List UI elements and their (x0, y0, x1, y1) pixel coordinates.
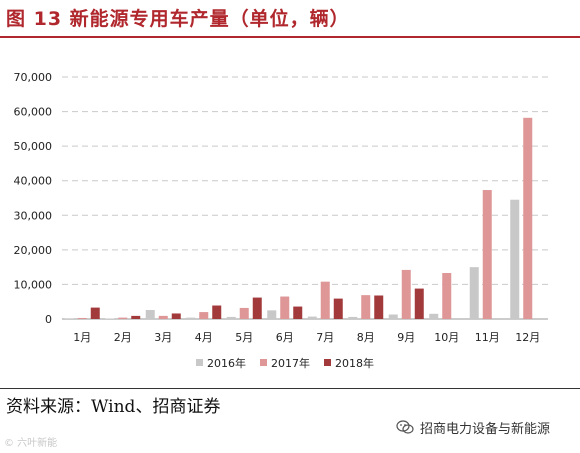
bar-2016年-12月 (510, 199, 520, 319)
bar-2016年-4月 (186, 317, 196, 319)
bar-2016年-8月 (348, 316, 358, 319)
bar-2017年-11月 (482, 190, 492, 319)
bar-2016年-6月 (267, 310, 277, 319)
bar-2016年-5月 (226, 316, 236, 319)
legend-label: 2016年 (207, 356, 246, 370)
title-divider (0, 36, 580, 38)
bar-2017年-4月 (199, 312, 209, 319)
bar-2017年-10月 (442, 273, 452, 319)
bar-2018年-5月 (252, 297, 262, 319)
x-tick-label: 11月 (475, 331, 500, 344)
bar-2017年-12月 (523, 117, 533, 320)
bar-2016年-9月 (388, 314, 398, 319)
source-divider (0, 388, 580, 389)
x-tick-label: 2月 (114, 331, 132, 344)
y-axis-ticks: 0 10,000 20,000 30,000 40,000 50,000 60,000 70,… (14, 71, 53, 326)
bar-2017年-7月 (320, 281, 330, 319)
corner-watermark: © 六叶新能 (4, 438, 58, 449)
bar-2016年-3月 (145, 310, 155, 319)
y-tick-label: 20,000 (14, 244, 53, 257)
watermark-text: 招商电力设备与新能源 (420, 422, 551, 437)
bar-2018年-2月 (131, 315, 141, 319)
x-tick-label: 10月 (434, 331, 459, 344)
legend-item: 2017年 (260, 356, 310, 370)
x-tick-label: 12月 (515, 331, 540, 344)
x-tick-label: 6月 (276, 331, 294, 344)
bar-2018年-9月 (414, 288, 424, 319)
bar-2017年-3月 (158, 315, 168, 319)
y-tick-label: 30,000 (14, 209, 53, 222)
legend-label: 2018年 (335, 356, 374, 370)
bar-2016年-7月 (307, 316, 317, 319)
bar-2016年-11月 (469, 267, 479, 319)
x-axis-ticks: 1月 2月 3月 4月 5月 6月 7月 8月 9月 10月 11月 12月 (73, 331, 540, 344)
legend-swatch (324, 359, 331, 366)
bar-chart: 0 10,000 20,000 30,000 40,000 50,000 60,000 70,… (14, 71, 548, 370)
bar-2016年-10月 (429, 313, 439, 319)
legend-item: 2018年 (324, 356, 374, 370)
x-tick-label: 7月 (316, 331, 334, 344)
x-tick-label: 1月 (73, 331, 91, 344)
chart-title: 图 13 新能源专用车产量（单位，辆） (6, 8, 350, 30)
bar-2017年-5月 (239, 307, 249, 319)
bar-2018年-6月 (293, 306, 303, 319)
x-tick-label: 9月 (397, 331, 415, 344)
bar-2018年-1月 (90, 307, 100, 319)
x-tick-label: 5月 (235, 331, 253, 344)
bar-2017年-6月 (280, 296, 290, 319)
bar-2017年-9月 (401, 269, 411, 319)
y-tick-label: 70,000 (14, 71, 53, 84)
y-tick-label: 0 (45, 313, 52, 326)
bars (64, 117, 533, 320)
legend-label: 2017年 (271, 356, 310, 370)
wechat-icon (396, 420, 414, 434)
y-tick-label: 40,000 (14, 175, 53, 188)
bar-2017年-2月 (118, 317, 128, 319)
source-note: 资料来源：Wind、招商证券 (6, 397, 221, 417)
y-tick-label: 60,000 (14, 106, 53, 119)
bar-2018年-4月 (212, 305, 222, 319)
bar-2017年-1月 (77, 317, 87, 319)
y-tick-label: 10,000 (14, 278, 53, 291)
legend-swatch (260, 359, 267, 366)
legend: 2016年 2017年 2018年 (196, 356, 374, 370)
gridlines (62, 76, 548, 320)
x-tick-label: 4月 (195, 331, 213, 344)
bar-2018年-7月 (333, 298, 343, 319)
x-tick-label: 8月 (357, 331, 375, 344)
x-tick-label: 3月 (154, 331, 172, 344)
bar-2017年-8月 (361, 295, 371, 319)
bar-2018年-3月 (171, 313, 181, 319)
legend-item: 2016年 (196, 356, 246, 370)
bar-2016年-1月 (64, 318, 74, 319)
bar-2018年-8月 (374, 295, 384, 319)
legend-swatch (196, 359, 203, 366)
y-tick-label: 50,000 (14, 140, 53, 153)
bar-2016年-2月 (105, 318, 115, 319)
